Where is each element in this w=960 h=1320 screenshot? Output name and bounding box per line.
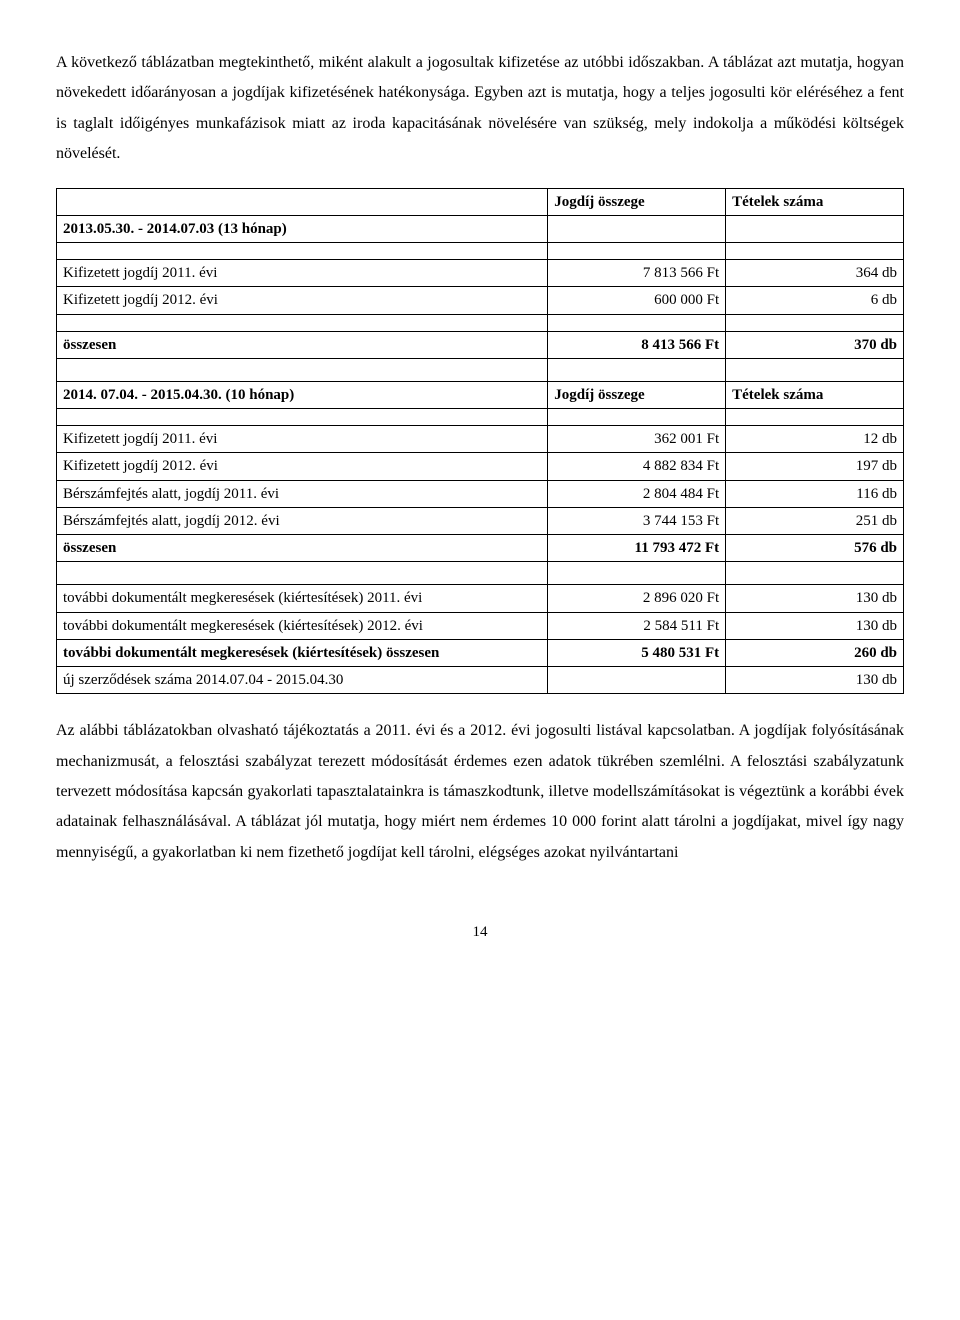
row-count: 370 db [726, 331, 904, 358]
row-amount: 11 793 472 Ft [548, 535, 726, 562]
table-row: Bérszámfejtés alatt, jogdíj 2012. évi 3 … [57, 507, 904, 534]
row-label: Kifizetett jogdíj 2012. évi [57, 453, 548, 480]
row-amount: 2 584 511 Ft [548, 612, 726, 639]
table-row-sum: összesen 11 793 472 Ft 576 db [57, 535, 904, 562]
row-amount: 2 896 020 Ft [548, 585, 726, 612]
row-amount: 2 804 484 Ft [548, 480, 726, 507]
row-label: Bérszámfejtés alatt, jogdíj 2012. évi [57, 507, 548, 534]
table-spacer [57, 314, 904, 331]
row-count: 364 db [726, 260, 904, 287]
row-label: további dokumentált megkeresések (kiérte… [57, 585, 548, 612]
row-count: 197 db [726, 453, 904, 480]
row-label: összesen [57, 331, 548, 358]
table-row: további dokumentált megkeresések (kiérte… [57, 612, 904, 639]
table-spacer [57, 409, 904, 426]
row-amount: 5 480 531 Ft [548, 639, 726, 666]
table-spacer [57, 243, 904, 260]
row-count: 12 db [726, 426, 904, 453]
paragraph-2: Az alábbi táblázatokban olvasható tájéko… [56, 716, 904, 868]
row-amount: 8 413 566 Ft [548, 331, 726, 358]
payout-table: Jogdíj összege Tételek száma 2013.05.30.… [56, 188, 904, 695]
table-row: Kifizetett jogdíj 2011. évi 7 813 566 Ft… [57, 260, 904, 287]
header-amount: Jogdíj összege [548, 381, 726, 408]
row-count: 130 db [726, 667, 904, 694]
row-count: 6 db [726, 287, 904, 314]
row-label: további dokumentált megkeresések (kiérte… [57, 612, 548, 639]
period1-label: 2013.05.30. - 2014.07.03 (13 hónap) [57, 215, 548, 242]
row-label: Kifizetett jogdíj 2012. évi [57, 287, 548, 314]
row-amount: 362 001 Ft [548, 426, 726, 453]
table-spacer [57, 358, 904, 381]
table-row: további dokumentált megkeresések (kiérte… [57, 639, 904, 666]
row-label: új szerződések száma 2014.07.04 - 2015.0… [57, 667, 548, 694]
row-count: 260 db [726, 639, 904, 666]
header-amount: Jogdíj összege [548, 188, 726, 215]
row-count: 130 db [726, 612, 904, 639]
row-count: 576 db [726, 535, 904, 562]
row-label: Bérszámfejtés alatt, jogdíj 2011. évi [57, 480, 548, 507]
table-row-sum: összesen 8 413 566 Ft 370 db [57, 331, 904, 358]
row-label: összesen [57, 535, 548, 562]
row-label: további dokumentált megkeresések (kiérte… [57, 639, 548, 666]
row-label: Kifizetett jogdíj 2011. évi [57, 426, 548, 453]
row-amount: 7 813 566 Ft [548, 260, 726, 287]
table-row-period2: 2014. 07.04. - 2015.04.30. (10 hónap) Jo… [57, 381, 904, 408]
table-row: Kifizetett jogdíj 2012. évi 600 000 Ft 6… [57, 287, 904, 314]
table-spacer [57, 562, 904, 585]
period2-label: 2014. 07.04. - 2015.04.30. (10 hónap) [57, 381, 548, 408]
table-row: további dokumentált megkeresések (kiérte… [57, 585, 904, 612]
table-row: új szerződések száma 2014.07.04 - 2015.0… [57, 667, 904, 694]
table-header: Jogdíj összege Tételek száma [57, 188, 904, 215]
table-row-period1: 2013.05.30. - 2014.07.03 (13 hónap) [57, 215, 904, 242]
table-row: Kifizetett jogdíj 2012. évi 4 882 834 Ft… [57, 453, 904, 480]
paragraph-1: A következő táblázatban megtekinthető, m… [56, 48, 904, 170]
header-count: Tételek száma [726, 381, 904, 408]
row-label: Kifizetett jogdíj 2011. évi [57, 260, 548, 287]
row-count: 130 db [726, 585, 904, 612]
row-amount: 3 744 153 Ft [548, 507, 726, 534]
row-amount [548, 667, 726, 694]
header-count: Tételek száma [726, 188, 904, 215]
row-amount: 600 000 Ft [548, 287, 726, 314]
row-count: 251 db [726, 507, 904, 534]
row-count: 116 db [726, 480, 904, 507]
row-amount: 4 882 834 Ft [548, 453, 726, 480]
table-row: Bérszámfejtés alatt, jogdíj 2011. évi 2 … [57, 480, 904, 507]
table-row: Kifizetett jogdíj 2011. évi 362 001 Ft 1… [57, 426, 904, 453]
page-number: 14 [56, 918, 904, 947]
